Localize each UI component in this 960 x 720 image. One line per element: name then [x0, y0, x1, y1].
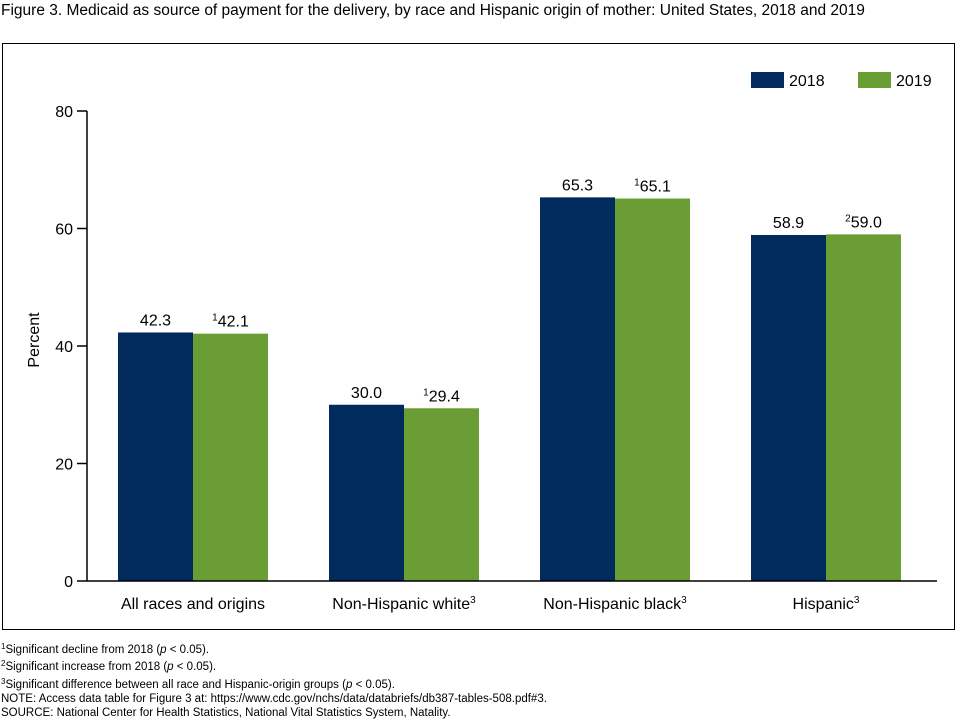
- data-label-2019-1: 142.1: [212, 313, 249, 331]
- legend-swatch-2018: [751, 72, 784, 88]
- data-label-2018-4: 58.9: [773, 215, 804, 232]
- x-category-label-1: All races and origins: [121, 596, 265, 613]
- bar-2019-2: [404, 408, 479, 581]
- data-label-2019-3: 165.1: [634, 178, 671, 196]
- bar-2019-3: [615, 198, 690, 581]
- bar-2018-2: [329, 404, 404, 581]
- legend-label-2019: 2019: [896, 73, 932, 90]
- y-tick-label-0: 0: [64, 574, 73, 591]
- data-source: SOURCE: National Center for Health Stati…: [1, 707, 451, 720]
- y-tick-label-20: 20: [55, 457, 73, 474]
- y-tick-label-60: 60: [55, 222, 73, 239]
- x-category-label-2: Non-Hispanic white3: [332, 595, 476, 613]
- footnotes: 1Significant decline from 2018 (p < 0.05…: [1, 640, 956, 720]
- bar-2019-1: [193, 333, 268, 581]
- x-category-label-3: Non-Hispanic black3: [543, 595, 687, 613]
- data-label-2018-3: 65.3: [562, 177, 593, 194]
- footnote-2: 2Significant increase from 2018 (p < 0.0…: [1, 659, 217, 674]
- bar-chart: 42.3 30.0 65.3 58.9 142.1 129.4 165.1 259.0 0 20 4…: [26, 72, 937, 613]
- x-category-label-4: Hispanic3: [793, 595, 860, 613]
- bar-2018-3: [540, 197, 615, 582]
- data-label-2018-2: 30.0: [351, 385, 382, 402]
- y-axis-title: Percent: [26, 312, 43, 368]
- footnote-3: 3Significant difference between all race…: [1, 676, 395, 691]
- y-tick-label-40: 40: [55, 339, 73, 356]
- figure-title: Figure 3. Medicaid as source of payment …: [1, 2, 865, 19]
- footnote-1: 1Significant decline from 2018 (p < 0.05…: [1, 642, 210, 656]
- chart-frame: 42.3 30.0 65.3 58.9 142.1 129.4 165.1 259.0 0 20 4…: [2, 43, 955, 630]
- legend-swatch-2019: [858, 72, 891, 88]
- data-label-2019-4: 259.0: [845, 213, 882, 231]
- y-tick-label-80: 80: [55, 104, 73, 121]
- bar-2018-1: [118, 332, 193, 581]
- bar-2019-4: [826, 234, 901, 581]
- bar-2018-4: [751, 234, 826, 581]
- data-note: NOTE: Access data table for Figure 3 at:…: [1, 692, 547, 705]
- legend-label-2018: 2018: [789, 73, 825, 90]
- data-label-2018-1: 42.3: [140, 312, 171, 329]
- data-label-2019-2: 129.4: [423, 387, 460, 405]
